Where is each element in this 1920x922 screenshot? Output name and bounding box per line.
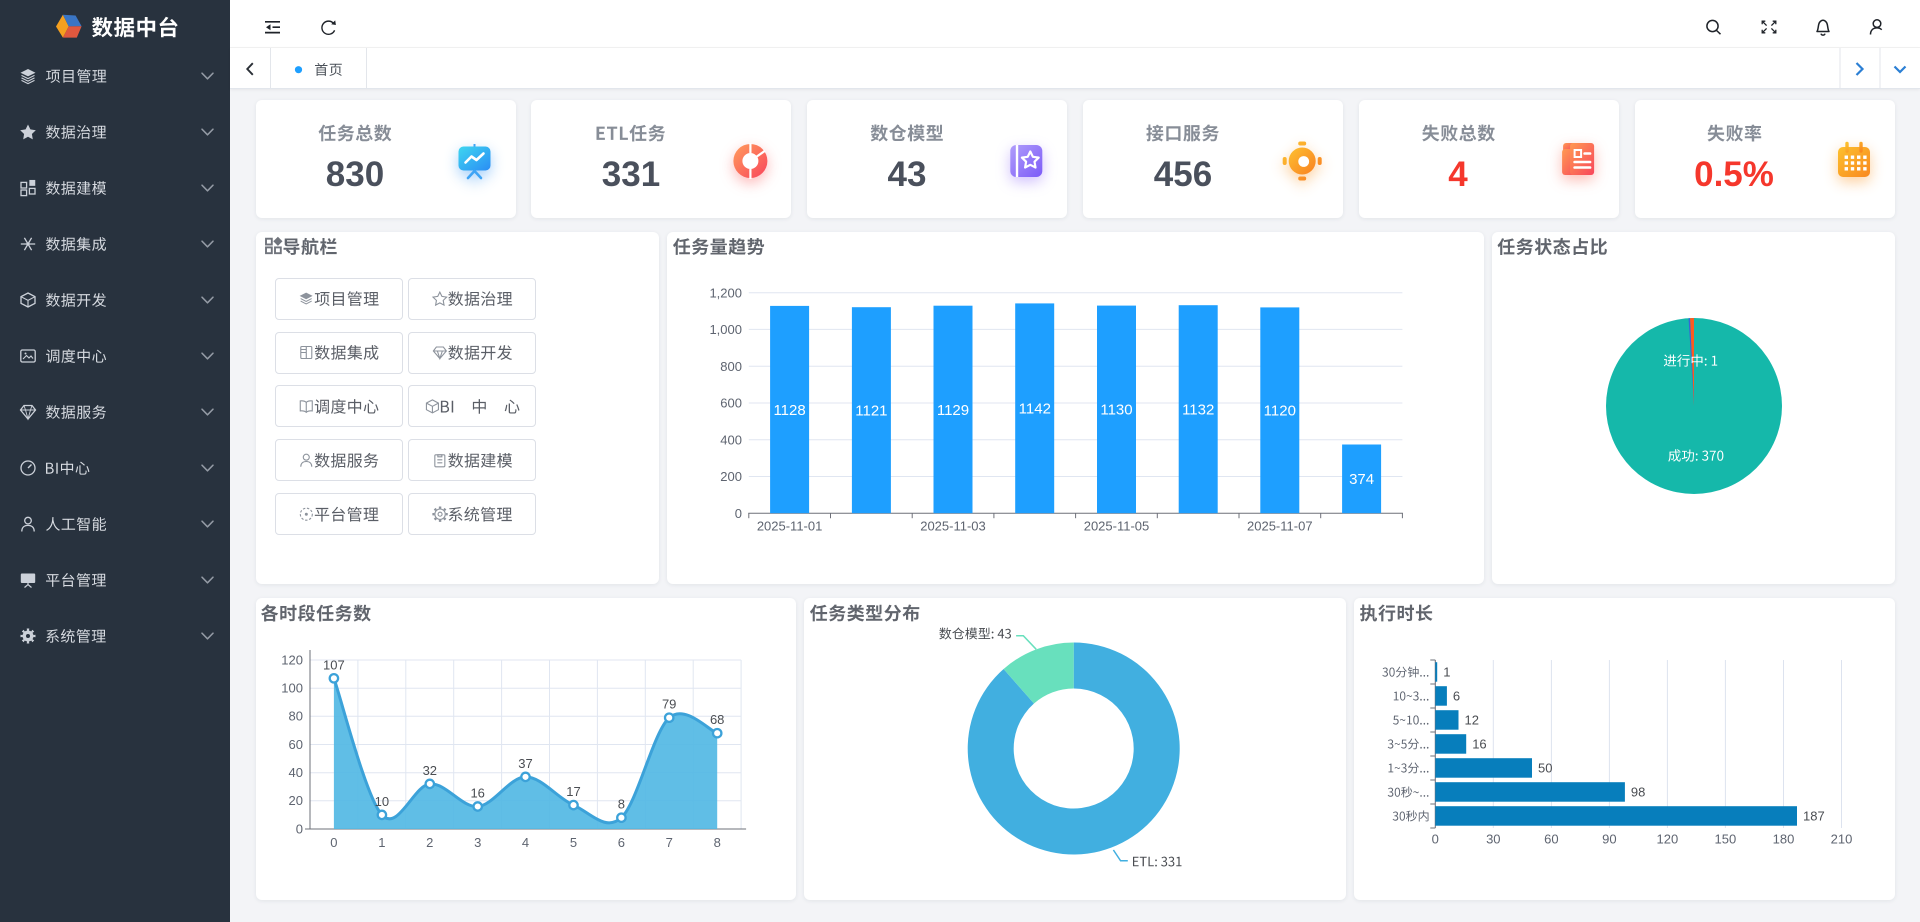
svg-text:17: 17 (566, 784, 580, 799)
svg-text:1: 1 (1443, 665, 1450, 680)
svg-text:10: 10 (375, 794, 389, 809)
svg-text:68: 68 (710, 712, 724, 727)
svg-text:98: 98 (1631, 785, 1645, 800)
svg-text:0: 0 (1432, 832, 1439, 847)
svg-text:5: 5 (570, 835, 577, 850)
svg-text:0: 0 (735, 506, 742, 521)
svg-text:16: 16 (1472, 737, 1486, 752)
svg-text:40: 40 (289, 765, 303, 780)
svg-text:120: 120 (1657, 832, 1679, 847)
svg-text:4: 4 (522, 835, 529, 850)
svg-text:1120: 1120 (1264, 403, 1296, 420)
svg-text:32: 32 (423, 763, 437, 778)
svg-text:0: 0 (296, 821, 303, 836)
svg-text:150: 150 (1715, 832, 1737, 847)
svg-text:60: 60 (1544, 832, 1558, 847)
svg-text:107: 107 (323, 657, 345, 672)
svg-text:90: 90 (1602, 832, 1616, 847)
svg-text:2025-11-05: 2025-11-05 (1084, 519, 1150, 534)
svg-text:12: 12 (1465, 713, 1479, 728)
svg-text:60: 60 (289, 737, 303, 752)
svg-text:800: 800 (720, 359, 742, 374)
svg-text:37: 37 (518, 756, 532, 771)
svg-text:1129: 1129 (937, 402, 969, 419)
svg-text:1: 1 (378, 835, 385, 850)
svg-text:0: 0 (330, 835, 337, 850)
svg-text:8: 8 (618, 797, 625, 812)
svg-text:120: 120 (281, 652, 303, 667)
svg-text:180: 180 (1773, 832, 1795, 847)
svg-text:6: 6 (1453, 689, 1460, 704)
svg-text:1130: 1130 (1100, 402, 1132, 419)
svg-text:2: 2 (426, 835, 433, 850)
svg-text:200: 200 (720, 469, 742, 484)
svg-text:1128: 1128 (773, 402, 805, 419)
svg-text:6: 6 (618, 835, 625, 850)
svg-text:3: 3 (474, 835, 481, 850)
svg-text:2025-11-03: 2025-11-03 (920, 519, 986, 534)
svg-text:8: 8 (714, 835, 721, 850)
svg-text:1132: 1132 (1182, 402, 1214, 419)
svg-text:50: 50 (1538, 761, 1552, 776)
svg-text:80: 80 (289, 709, 303, 724)
svg-text:7: 7 (666, 835, 673, 850)
svg-text:79: 79 (662, 697, 676, 712)
svg-text:600: 600 (720, 396, 742, 411)
svg-text:1121: 1121 (855, 403, 887, 420)
svg-text:374: 374 (1349, 471, 1374, 488)
svg-text:20: 20 (289, 793, 303, 808)
svg-text:16: 16 (470, 786, 484, 801)
svg-text:187: 187 (1803, 809, 1825, 824)
svg-text:1142: 1142 (1019, 401, 1051, 418)
svg-text:2025-11-07: 2025-11-07 (1247, 519, 1313, 534)
svg-text:100: 100 (281, 681, 303, 696)
svg-text:1,200: 1,200 (709, 285, 742, 300)
svg-text:1,000: 1,000 (709, 322, 742, 337)
svg-text:210: 210 (1831, 832, 1853, 847)
svg-text:2025-11-01: 2025-11-01 (757, 519, 823, 534)
svg-text:30: 30 (1486, 832, 1500, 847)
svg-text:400: 400 (720, 432, 742, 447)
